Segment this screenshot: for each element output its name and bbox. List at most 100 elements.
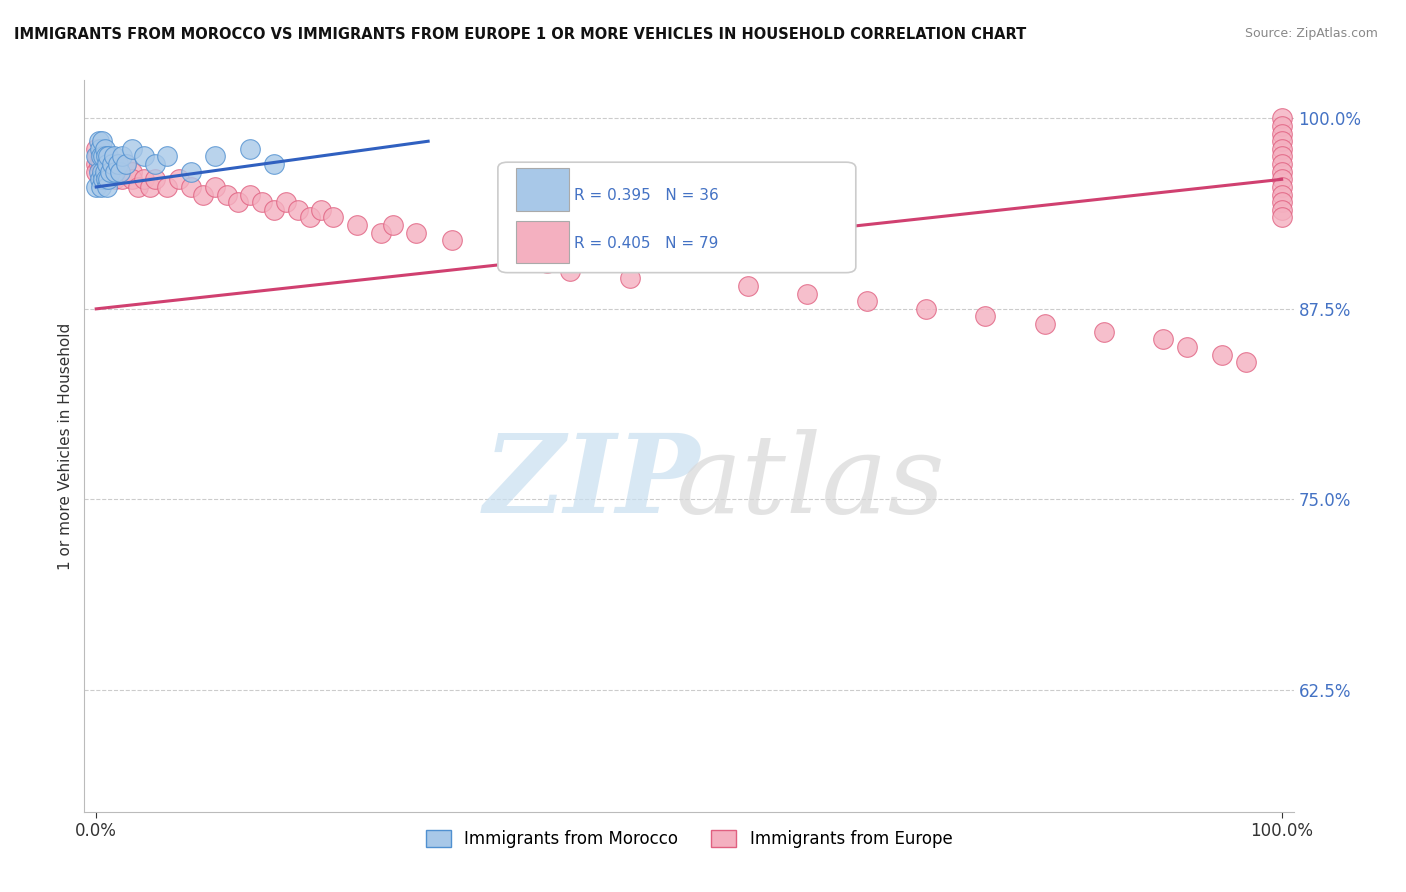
Point — [93, 142, 115, 156]
Point — [93, 164, 115, 178]
Point — [108, 164, 131, 178]
Point — [100, 157, 122, 171]
Point — [619, 271, 641, 285]
Point — [974, 310, 997, 324]
Point — [370, 226, 392, 240]
Point — [87, 157, 110, 171]
Point — [115, 157, 138, 171]
Point — [104, 164, 127, 178]
Point — [405, 226, 427, 240]
Point — [93, 164, 115, 178]
Point — [1033, 317, 1056, 331]
Point — [228, 195, 250, 210]
Point — [90, 149, 112, 163]
Point — [132, 149, 155, 163]
Point — [1152, 332, 1174, 346]
Point — [796, 286, 818, 301]
Point — [90, 180, 112, 194]
Point — [263, 157, 285, 171]
Point — [1175, 340, 1198, 354]
Point — [239, 142, 262, 156]
Point — [1271, 202, 1294, 217]
Legend: Immigrants from Morocco, Immigrants from Europe: Immigrants from Morocco, Immigrants from… — [419, 823, 959, 855]
Point — [107, 157, 129, 171]
Point — [1234, 355, 1257, 369]
Point — [915, 301, 938, 316]
Point — [96, 164, 118, 178]
Point — [94, 149, 117, 163]
Point — [89, 172, 111, 186]
Text: ZIP: ZIP — [484, 429, 700, 536]
Point — [91, 149, 114, 163]
Point — [100, 164, 122, 178]
Point — [89, 149, 111, 163]
Point — [111, 172, 134, 186]
Point — [191, 187, 214, 202]
Point — [1271, 112, 1294, 126]
Point — [97, 172, 120, 186]
Point — [121, 142, 143, 156]
Point — [440, 233, 463, 247]
Point — [239, 187, 262, 202]
Text: atlas: atlas — [675, 429, 945, 536]
Point — [84, 157, 107, 171]
Point — [1271, 134, 1294, 148]
Point — [103, 149, 125, 163]
Point — [1271, 149, 1294, 163]
Point — [180, 180, 202, 194]
Point — [204, 149, 226, 163]
Point — [91, 157, 114, 171]
Point — [127, 180, 149, 194]
Point — [501, 248, 523, 262]
Point — [1271, 164, 1294, 178]
Point — [167, 172, 190, 186]
Point — [107, 157, 129, 171]
Point — [1271, 195, 1294, 210]
Point — [121, 164, 143, 178]
Point — [115, 157, 138, 171]
Point — [84, 142, 107, 156]
Point — [145, 172, 167, 186]
Point — [180, 164, 202, 178]
Point — [104, 172, 127, 186]
Point — [87, 134, 110, 148]
Point — [855, 294, 877, 309]
Point — [1271, 172, 1294, 186]
Point — [204, 180, 226, 194]
Point — [1271, 127, 1294, 141]
Point — [94, 172, 117, 186]
Point — [250, 195, 273, 210]
Point — [132, 172, 155, 186]
FancyBboxPatch shape — [498, 162, 856, 273]
Point — [84, 180, 107, 194]
Point — [156, 149, 179, 163]
Text: Source: ZipAtlas.com: Source: ZipAtlas.com — [1244, 27, 1378, 40]
Point — [84, 164, 107, 178]
Point — [103, 164, 125, 178]
Point — [91, 149, 114, 163]
Point — [91, 172, 114, 186]
Point — [97, 172, 120, 186]
Point — [84, 149, 107, 163]
Point — [156, 180, 179, 194]
Y-axis label: 1 or more Vehicles in Household: 1 or more Vehicles in Household — [58, 322, 73, 570]
Point — [111, 149, 134, 163]
Point — [381, 218, 404, 232]
Text: R = 0.405   N = 79: R = 0.405 N = 79 — [574, 236, 718, 252]
Point — [90, 157, 112, 171]
Point — [1271, 187, 1294, 202]
Point — [91, 134, 114, 148]
Text: R = 0.395   N = 36: R = 0.395 N = 36 — [574, 188, 718, 203]
Point — [311, 202, 333, 217]
Point — [145, 157, 167, 171]
Point — [89, 142, 111, 156]
Point — [274, 195, 297, 210]
Point — [94, 149, 117, 163]
Point — [108, 164, 131, 178]
Text: IMMIGRANTS FROM MOROCCO VS IMMIGRANTS FROM EUROPE 1 OR MORE VEHICLES IN HOUSEHOL: IMMIGRANTS FROM MOROCCO VS IMMIGRANTS FR… — [14, 27, 1026, 42]
Point — [91, 164, 114, 178]
Point — [96, 180, 118, 194]
Point — [1211, 347, 1233, 362]
Point — [96, 157, 118, 171]
Point — [560, 264, 582, 278]
